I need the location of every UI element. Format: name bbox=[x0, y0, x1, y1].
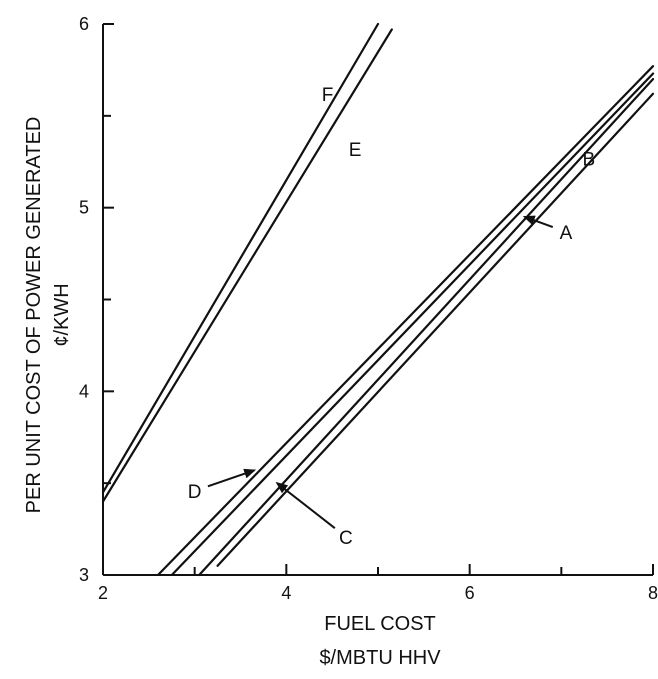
series-line-a bbox=[198, 77, 655, 577]
pointer-arrow-d bbox=[207, 468, 257, 488]
plot-area: 3 4 5 6 2 4 6 8 F E B A D C bbox=[79, 14, 658, 603]
y-tick-label: 4 bbox=[79, 381, 89, 401]
series-line-d bbox=[156, 65, 655, 577]
x-tick-label: 8 bbox=[648, 583, 658, 603]
series-line-c bbox=[170, 72, 655, 577]
x-tick-label: 4 bbox=[281, 583, 291, 603]
series-label-c: C bbox=[339, 528, 353, 549]
pointer-arrow-a bbox=[522, 215, 554, 229]
x-axis-label-line-1: FUEL COST bbox=[324, 613, 436, 635]
y-tick-label: 6 bbox=[79, 14, 89, 34]
series-line-b bbox=[216, 92, 655, 567]
series-label-f: F bbox=[322, 85, 334, 106]
y-tick-label: 5 bbox=[79, 198, 89, 218]
x-axis-label-line-2: $/MBTU HHV bbox=[319, 647, 441, 669]
pointer-arrow-c bbox=[275, 481, 336, 529]
series-label-b: B bbox=[582, 149, 595, 170]
series-label-e: E bbox=[349, 140, 362, 161]
series-label-d: D bbox=[188, 482, 202, 503]
x-tick-label: 2 bbox=[98, 583, 108, 603]
x-tick-label: 6 bbox=[465, 583, 475, 603]
series-line-e bbox=[101, 28, 393, 503]
series-label-a: A bbox=[560, 223, 573, 244]
y-axis-label-line-1: PER UNIT COST OF POWER GENERATED bbox=[23, 117, 45, 514]
series-line-f bbox=[101, 22, 380, 494]
y-axis-label-line-2: ¢/KWH bbox=[51, 283, 73, 346]
y-axis-title: PER UNIT COST OF POWER GENERATED ¢/KWH bbox=[23, 117, 73, 514]
y-tick-label: 3 bbox=[79, 565, 89, 585]
